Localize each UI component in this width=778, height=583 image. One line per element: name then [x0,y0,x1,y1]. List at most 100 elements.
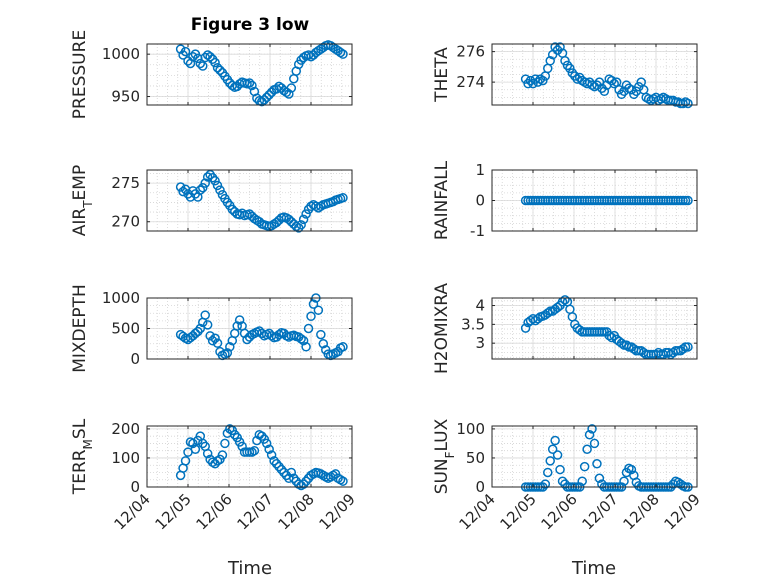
data-point [565,63,575,74]
data-point [338,49,348,59]
data-point [604,330,615,341]
data-point [594,473,605,484]
data-point [284,89,294,99]
data-point [244,78,255,88]
data-point [520,323,531,333]
data-point [190,444,201,454]
data-point [296,220,306,230]
data-point [338,476,348,486]
y-tick-label: 270 [111,213,140,231]
data-point [254,326,265,336]
data-point [560,295,570,305]
data-point [606,332,617,343]
y-axis-label-sub: F [443,451,457,458]
data-point [614,85,624,95]
data-point [616,338,627,348]
data-point [298,214,309,225]
figure-title: Figure 3 low [191,15,310,35]
data-point [261,438,272,449]
data-point [195,323,206,334]
data-point [528,78,538,89]
data-point [205,331,215,341]
y-tick-label: 100 [111,449,140,467]
data-point [547,444,558,454]
axes-box [491,425,698,488]
data-point [579,461,590,472]
data-point [188,438,198,449]
panel-7: 010020012/0412/0512/0612/0712/0812/09TER… [70,418,359,533]
axes-box [146,43,353,106]
data-point [318,339,329,349]
data-point [557,476,568,486]
y-tick-label: 100 [456,420,485,438]
data-point [257,431,267,441]
data-point [683,98,693,109]
data-point [202,172,213,182]
data-point [212,338,223,348]
data-point [205,51,215,62]
data-point [589,438,600,449]
y-tick-label: -1 [470,222,485,240]
data-point [271,459,282,469]
data-point [286,467,297,478]
data-point [289,473,299,484]
y-axis-label: MIXDEPTH [70,284,90,373]
data-point [301,209,311,219]
data-point [543,308,553,318]
data-point [180,456,191,466]
data-point [212,180,223,191]
data-point [683,195,693,206]
y-axis-label-tail: LUX [432,418,452,451]
y-tick-label: 276 [456,43,485,61]
y-axis-label-main: SUN [432,458,452,494]
data-point [538,75,548,86]
data-point [210,176,220,186]
y-tick-label: 0 [475,192,485,210]
data-point [225,342,235,352]
data-point [207,335,218,346]
data-point [582,444,592,454]
data-point [308,299,319,309]
data-point [303,323,314,334]
data-point [188,51,198,62]
data-point [298,479,309,489]
data-point [577,476,587,486]
y-tick-label: 950 [111,88,140,106]
data-point [175,44,186,54]
data-point [550,435,560,446]
data-point [215,185,225,195]
data-point [200,310,210,320]
data-point [212,62,223,73]
y-axis-label-main: H2OMIXRA [432,283,452,374]
data-point [180,46,191,57]
data-point [232,321,242,331]
y-tick-label: 500 [111,320,140,338]
panel-4: -1 0 1 RAINFALL [432,160,698,240]
data-point [195,185,206,195]
data-point [545,456,555,466]
data-point [266,450,277,460]
data-point [178,186,188,197]
data-point [249,445,260,456]
data-point [264,444,274,454]
data-point [626,464,637,475]
data-point [552,302,563,313]
y-axis-label-tail: EMP [70,165,90,201]
x-axis-label-right: Time [571,558,616,579]
data-point [237,441,247,452]
panel-6: 33.54 H2OMIXRA [432,283,698,374]
data-point [274,461,284,472]
data-point [198,61,208,71]
axes-box [146,169,353,232]
data-point [175,182,186,192]
data-point [242,334,252,345]
data-point [545,56,555,66]
data-point [222,348,233,358]
data-point [210,57,220,68]
y-tick-label: 0 [130,350,140,368]
data-point [678,344,688,354]
data-point [259,95,270,105]
axes-box [146,425,353,488]
